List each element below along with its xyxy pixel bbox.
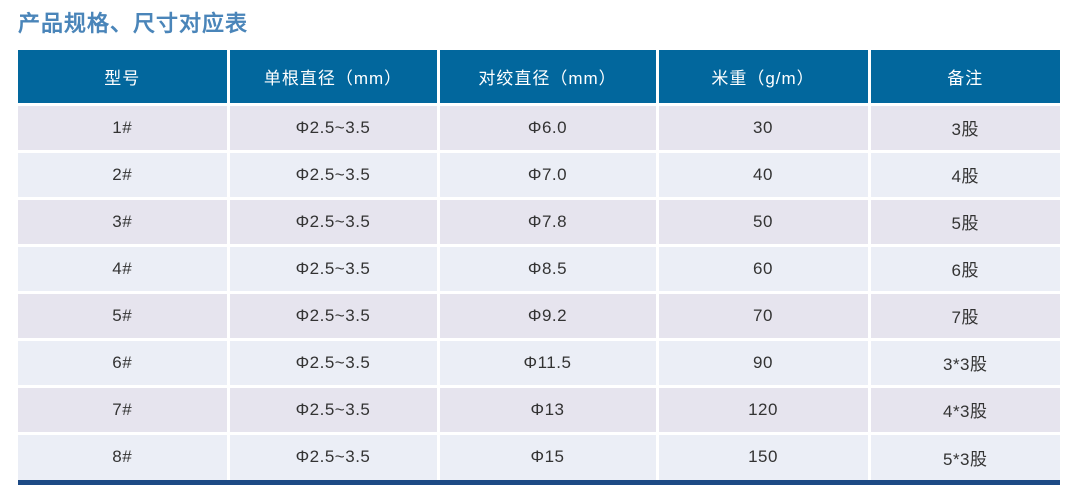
- table-cell: 8#: [18, 433, 230, 480]
- table-cell: 4股: [869, 151, 1060, 200]
- table-cell: 7股: [869, 292, 1060, 341]
- table-cell: 70: [657, 292, 871, 341]
- table-cell: Φ9.2: [438, 292, 659, 341]
- table-cell: Φ2.5~3.5: [228, 198, 440, 247]
- table-cell: 30: [657, 104, 871, 153]
- table-cell: 150: [657, 433, 871, 480]
- page-title: 产品规格、尺寸对应表: [18, 11, 249, 36]
- spec-table: 型号 单根直径（mm） 对绞直径（mm） 米重（g/m） 备注 1# Φ2.5~3.5 Φ6…: [18, 50, 1060, 480]
- table-cell: 6#: [18, 339, 230, 388]
- table-cell: Φ2.5~3.5: [228, 245, 440, 294]
- table-row: 4# Φ2.5~3.5 Φ8.5 60 6股: [18, 245, 1060, 294]
- table-cell: Φ13: [438, 386, 659, 435]
- table-cell: 2#: [18, 151, 230, 200]
- table-cell: Φ2.5~3.5: [228, 339, 440, 388]
- table-cell: 5股: [869, 198, 1060, 247]
- table-cell: Φ2.5~3.5: [228, 386, 440, 435]
- column-header: 单根直径（mm）: [228, 50, 440, 106]
- table-row: 8# Φ2.5~3.5 Φ15 150 5*3股: [18, 433, 1060, 480]
- table-row: 2# Φ2.5~3.5 Φ7.0 40 4股: [18, 151, 1060, 200]
- table-cell: 1#: [18, 104, 230, 153]
- table-header-row: 型号 单根直径（mm） 对绞直径（mm） 米重（g/m） 备注: [18, 50, 1060, 106]
- table-cell: 6股: [869, 245, 1060, 294]
- table-cell: 3*3股: [869, 339, 1060, 388]
- table-cell: Φ7.0: [438, 151, 659, 200]
- table-cell: 50: [657, 198, 871, 247]
- table-cell: 3股: [869, 104, 1060, 153]
- table-row: 5# Φ2.5~3.5 Φ9.2 70 7股: [18, 292, 1060, 341]
- table-cell: Φ2.5~3.5: [228, 151, 440, 200]
- table-cell: Φ2.5~3.5: [228, 433, 440, 480]
- table-cell: 40: [657, 151, 871, 200]
- table-row: 6# Φ2.5~3.5 Φ11.5 90 3*3股: [18, 339, 1060, 388]
- column-header: 对绞直径（mm）: [438, 50, 659, 106]
- table-cell: 5*3股: [869, 433, 1060, 480]
- table-cell: 3#: [18, 198, 230, 247]
- table-cell: 4#: [18, 245, 230, 294]
- table-cell: 5#: [18, 292, 230, 341]
- table-row: 7# Φ2.5~3.5 Φ13 120 4*3股: [18, 386, 1060, 435]
- table-cell: Φ7.8: [438, 198, 659, 247]
- table-row: 3# Φ2.5~3.5 Φ7.8 50 5股: [18, 198, 1060, 247]
- table-cell: Φ6.0: [438, 104, 659, 153]
- table-cell: 4*3股: [869, 386, 1060, 435]
- page: 产品规格、尺寸对应表 型号 单根直径（mm） 对绞直径（mm） 米重（g/m） 备注 1…: [18, 11, 1060, 485]
- column-header: 米重（g/m）: [657, 50, 871, 106]
- column-header: 型号: [18, 50, 230, 106]
- table-cell: Φ11.5: [438, 339, 659, 388]
- table-cell: Φ2.5~3.5: [228, 292, 440, 341]
- table-cell: 90: [657, 339, 871, 388]
- table-cell: 120: [657, 386, 871, 435]
- table-cell: 7#: [18, 386, 230, 435]
- column-header: 备注: [869, 50, 1060, 106]
- table-cell: Φ2.5~3.5: [228, 104, 440, 153]
- table-cell: Φ8.5: [438, 245, 659, 294]
- spec-table-body: 1# Φ2.5~3.5 Φ6.0 30 3股 2# Φ2.5~3.5 Φ7.0 40 4股 3# Φ2…: [18, 104, 1060, 480]
- table-bottom-rule: [18, 480, 1060, 485]
- table-cell: 60: [657, 245, 871, 294]
- table-cell: Φ15: [438, 433, 659, 480]
- table-row: 1# Φ2.5~3.5 Φ6.0 30 3股: [18, 104, 1060, 153]
